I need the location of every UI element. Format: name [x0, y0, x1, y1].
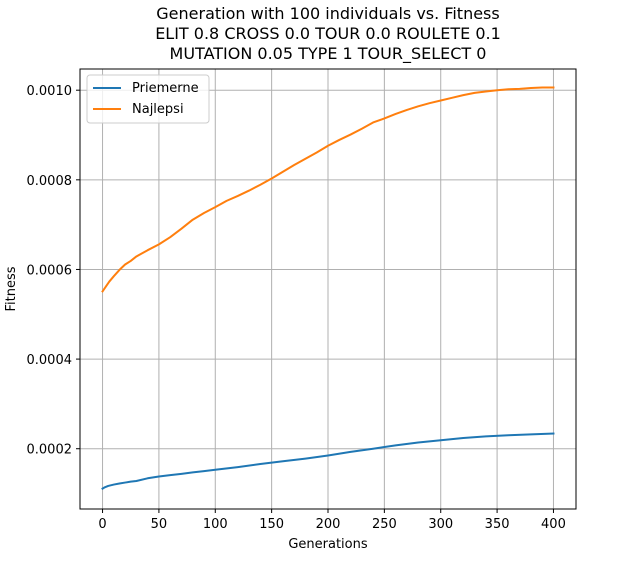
x-tick-label: 400: [541, 517, 566, 532]
x-tick-label: 350: [485, 517, 510, 532]
series-line-priemerne: [101, 432, 555, 490]
legend-label-najlepsi: Najlepsi: [132, 102, 184, 117]
legend-label-priemerne: Priemerne: [132, 81, 199, 96]
x-tick-label: 200: [316, 517, 341, 532]
x-tick-label: 250: [372, 517, 397, 532]
x-tick-label: 150: [259, 517, 284, 532]
y-tick-label: 0.0010: [27, 84, 73, 99]
series-lines: [101, 86, 555, 490]
legend: Priemerne Najlepsi: [86, 74, 210, 124]
y-tick-label: 0.0004: [27, 353, 73, 368]
series-line-najlepsi: [101, 86, 555, 293]
x-tick-label: 100: [203, 517, 228, 532]
y-axis-label: Fitness: [4, 266, 19, 311]
x-axis-ticks: 0 50 100 150 200 250 300 350 400: [98, 509, 566, 532]
title-line-1: Generation with 100 individuals vs. Fitn…: [156, 4, 499, 23]
title-line-3: MUTATION 0.05 TYPE 1 TOUR_SELECT 0: [170, 44, 487, 64]
x-axis-label: Generations: [288, 537, 368, 552]
y-tick-label: 0.0008: [27, 174, 73, 189]
chart-title: Generation with 100 individuals vs. Fitn…: [155, 4, 501, 64]
x-tick-label: 50: [151, 517, 168, 532]
y-axis-ticks: 0.0002 0.0004 0.0006 0.0008 0.0010: [27, 84, 80, 458]
y-tick-label: 0.0002: [27, 443, 73, 458]
x-tick-label: 0: [98, 517, 106, 532]
title-line-2: ELIT 0.8 CROSS 0.0 TOUR 0.0 ROULETE 0.1: [155, 24, 501, 43]
x-tick-label: 300: [428, 517, 453, 532]
y-tick-label: 0.0006: [27, 263, 73, 278]
